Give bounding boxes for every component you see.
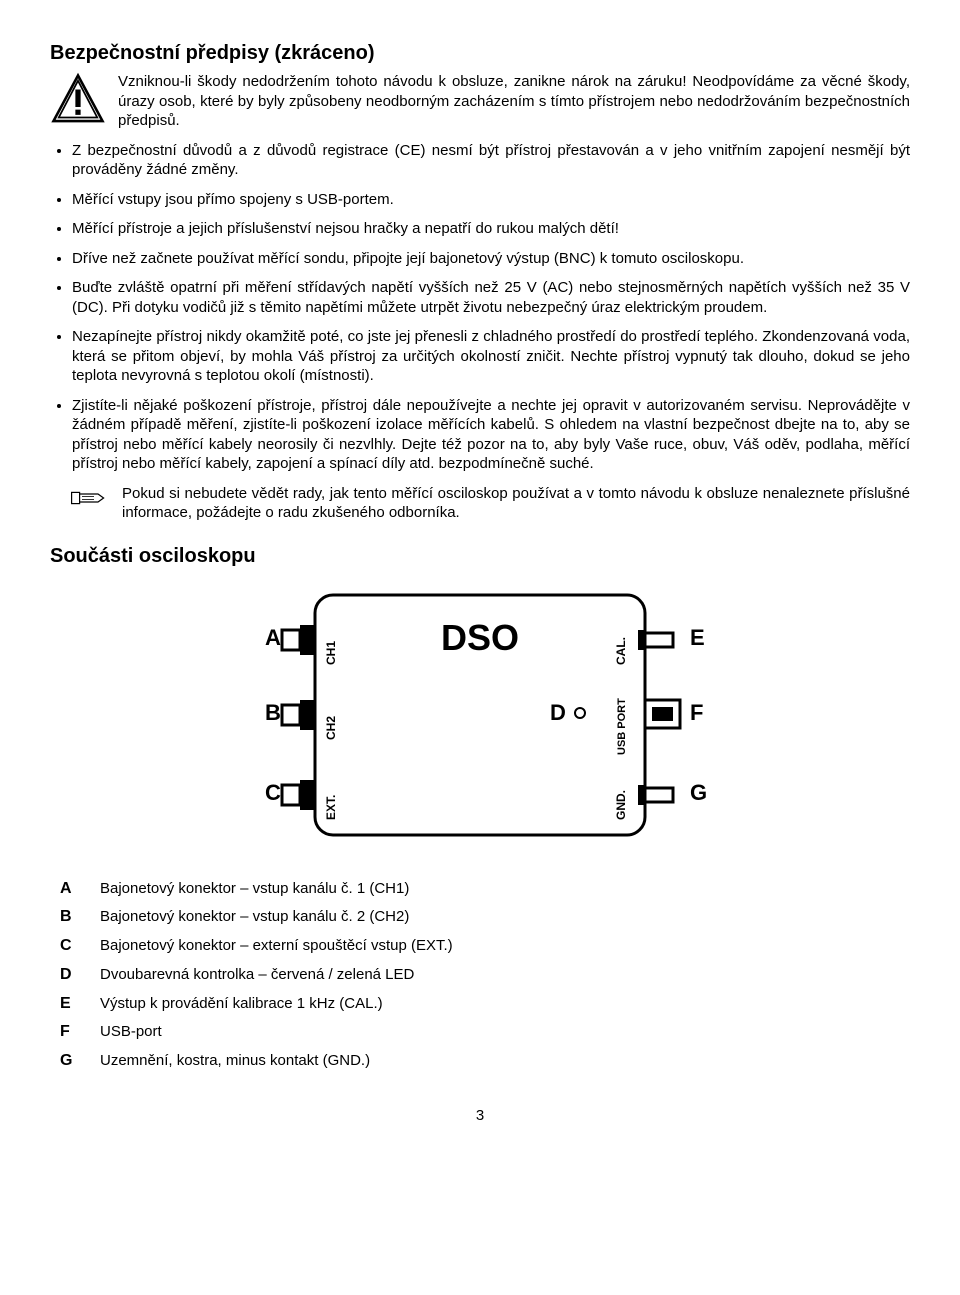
legend-row: FUSB-port: [60, 1018, 463, 1047]
legend-value: Bajonetový konektor – externí spouštěcí …: [100, 932, 463, 961]
legend-key: E: [60, 990, 100, 1019]
legend-value: Dvoubarevná kontrolka – červená / zelená…: [100, 961, 463, 990]
diagram-letter-d: D: [550, 700, 566, 725]
bullet-item: Měřící vstupy jsou přímo spojeny s USB-p…: [72, 190, 910, 210]
legend-value: Uzemnění, kostra, minus kontakt (GND.): [100, 1047, 463, 1076]
diagram-letter-c: C: [265, 780, 281, 805]
diagram-letter-a: A: [265, 625, 281, 650]
heading-safety: Bezpečnostní předpisy (zkráceno): [50, 40, 910, 66]
legend-value: USB-port: [100, 1018, 463, 1047]
legend-key: D: [60, 961, 100, 990]
legend-key: G: [60, 1047, 100, 1076]
heading-components: Součásti osciloskopu: [50, 543, 910, 569]
legend-row: EVýstup k provádění kalibrace 1 kHz (CAL…: [60, 990, 463, 1019]
diagram-label-usb: USB PORT: [616, 697, 628, 754]
bullet-item: Zjistíte-li nějaké poškození přístroje, …: [72, 396, 910, 474]
legend-value: Bajonetový konektor – vstup kanálu č. 2 …: [100, 903, 463, 932]
pointing-hand-icon: [70, 484, 110, 512]
legend-row: GUzemnění, kostra, minus kontakt (GND.): [60, 1047, 463, 1076]
legend-row: DDvoubarevná kontrolka – červená / zelen…: [60, 961, 463, 990]
legend-key: A: [60, 875, 100, 904]
bullet-item: Buďte zvláště opatrní při měření střídav…: [72, 278, 910, 317]
legend-value: Výstup k provádění kalibrace 1 kHz (CAL.…: [100, 990, 463, 1019]
page-number: 3: [50, 1106, 910, 1126]
legend-key: B: [60, 903, 100, 932]
diagram-label-cal: CAL.: [614, 637, 628, 665]
diagram-label-gnd: GND.: [614, 790, 628, 820]
bullet-item: Měřící přístroje a jejich příslušenství …: [72, 219, 910, 239]
note-block: Pokud si nebudete vědět rady, jak tento …: [70, 484, 910, 523]
intro-text: Vzniknou-li škody nedodržením tohoto náv…: [118, 72, 910, 131]
legend-key: C: [60, 932, 100, 961]
legend-value: Bajonetový konektor – vstup kanálu č. 1 …: [100, 875, 463, 904]
legend-row: CBajonetový konektor – externí spouštěcí…: [60, 932, 463, 961]
safety-bullet-list: Z bezpečnostní důvodů a z důvodů registr…: [50, 141, 910, 474]
bullet-item: Dříve než začnete používat měřící sondu,…: [72, 249, 910, 269]
diagram-letter-f: F: [690, 700, 703, 725]
bullet-item: Nezapínejte přístroj nikdy okamžitě poté…: [72, 327, 910, 386]
diagram-label-ext: EXT.: [324, 794, 338, 819]
intro-block: Vzniknou-li škody nedodržením tohoto náv…: [50, 72, 910, 131]
oscilloscope-diagram: DSO A CH1 B CH2 C EXT. E CAL. D F USB PO…: [50, 585, 910, 845]
diagram-letter-g: G: [690, 780, 707, 805]
legend-key: F: [60, 1018, 100, 1047]
warning-triangle-icon: [50, 72, 106, 128]
legend-row: ABajonetový konektor – vstup kanálu č. 1…: [60, 875, 463, 904]
note-text: Pokud si nebudete vědět rady, jak tento …: [122, 484, 910, 523]
diagram-label-ch2: CH2: [324, 715, 338, 739]
legend-row: BBajonetový konektor – vstup kanálu č. 2…: [60, 903, 463, 932]
diagram-letter-b: B: [265, 700, 281, 725]
led-icon: [575, 708, 585, 718]
legend-table: ABajonetový konektor – vstup kanálu č. 1…: [60, 875, 463, 1077]
diagram-letter-e: E: [690, 625, 705, 650]
bullet-item: Z bezpečnostní důvodů a z důvodů registr…: [72, 141, 910, 180]
diagram-label-ch1: CH1: [324, 640, 338, 664]
diagram-title: DSO: [441, 617, 519, 658]
